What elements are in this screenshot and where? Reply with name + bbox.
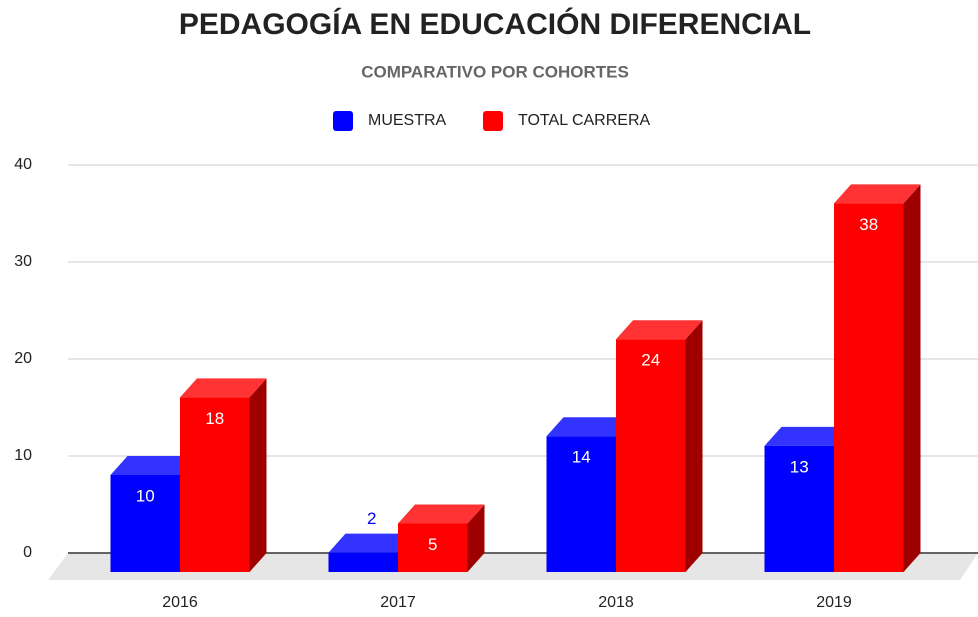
floor — [48, 553, 978, 580]
bar-front — [616, 339, 686, 572]
bar-front — [110, 475, 180, 572]
x-tick-label: 2016 — [162, 594, 198, 611]
bar-front — [764, 445, 834, 572]
bar-side — [685, 320, 703, 572]
bar-top — [616, 320, 703, 340]
bar-top — [328, 533, 415, 553]
bar-side — [467, 504, 485, 572]
data-label: 18 — [205, 409, 224, 428]
y-tick-label: 20 — [14, 350, 32, 367]
bar-top — [834, 184, 921, 204]
bar-top — [398, 504, 485, 524]
legend-swatch — [333, 111, 353, 131]
y-tick-label: 10 — [14, 447, 32, 464]
bar-top — [110, 456, 197, 475]
y-tick-label: 30 — [14, 253, 32, 270]
bar-side — [903, 184, 921, 572]
legend-swatch — [483, 111, 503, 131]
bar-front — [180, 397, 250, 572]
bar — [398, 504, 485, 572]
bar-side — [249, 378, 267, 572]
data-label: 2 — [367, 509, 376, 528]
y-tick-label: 40 — [14, 156, 32, 173]
bar — [834, 184, 921, 572]
data-label: 10 — [136, 486, 155, 505]
legend-label: MUESTRA — [368, 112, 447, 129]
bar-top — [180, 378, 267, 398]
data-label: 24 — [641, 351, 660, 370]
bar-front — [398, 523, 468, 572]
bar-front — [546, 436, 616, 572]
y-tick-label: 0 — [23, 544, 32, 561]
bar — [616, 320, 703, 572]
x-tick-label: 2017 — [380, 594, 416, 611]
legend-label: TOTAL CARRERA — [518, 112, 651, 129]
chart-subtitle: COMPARATIVO POR COHORTES — [361, 62, 629, 81]
bar-front — [328, 552, 398, 572]
bar-top — [764, 426, 851, 446]
bar-top — [546, 417, 633, 437]
chart-title: PEDAGOGÍA EN EDUCACIÓN DIFERENCIAL — [179, 7, 811, 41]
data-label: 13 — [790, 457, 809, 476]
x-tick-label: 2019 — [816, 594, 852, 611]
data-label: 5 — [428, 535, 437, 554]
bar — [180, 378, 267, 572]
bar-front — [834, 203, 904, 572]
x-tick-label: 2018 — [598, 594, 634, 611]
data-label: 14 — [572, 448, 591, 467]
data-label: 38 — [859, 215, 878, 234]
